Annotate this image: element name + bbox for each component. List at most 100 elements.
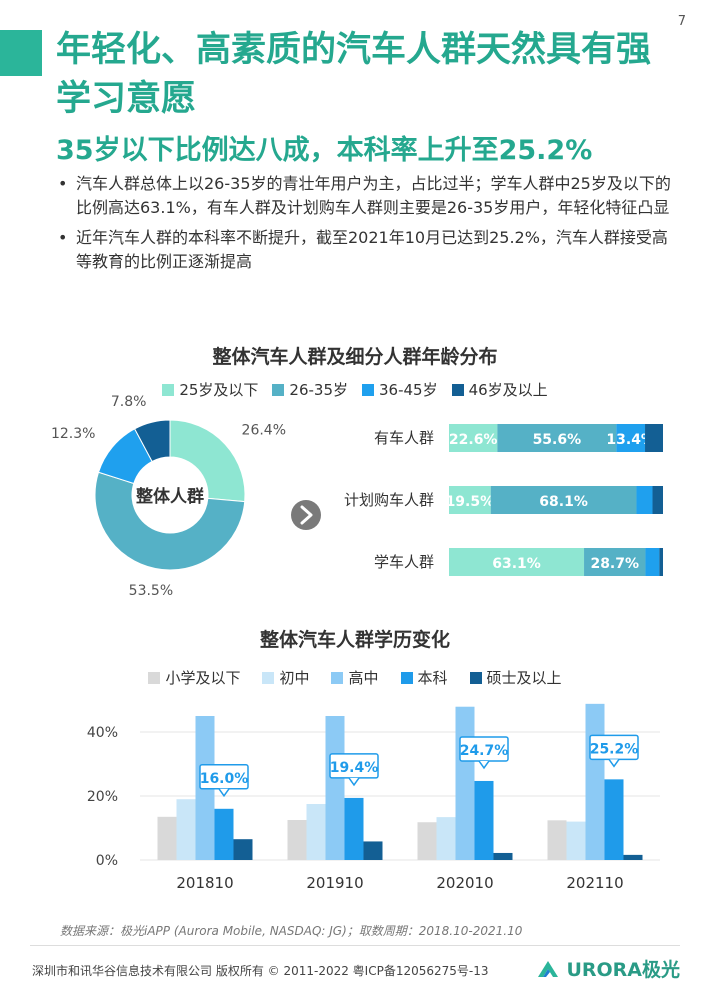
x-tick-label: 201910 — [306, 874, 363, 892]
legend-item: 初中 — [262, 667, 309, 688]
stacked-bar-segment — [449, 486, 491, 514]
legend-label: 硕士及以上 — [486, 669, 562, 687]
legend-swatch — [451, 383, 464, 396]
legend-swatch — [400, 671, 413, 684]
donut-value-label: 7.8% — [111, 395, 147, 410]
stacked-bar-segment — [636, 486, 653, 514]
legend-swatch — [262, 671, 275, 684]
segment-value-label: 68.1% — [539, 494, 588, 510]
callout-label: 25.2% — [589, 734, 639, 768]
age-distribution-chart: 26.4% 53.5% 12.3% 7.8% 整体人群 有车人群 22.6% 55.6% 13.… — [51, 395, 663, 599]
data-source: 数据来源：极光iAPP (Aurora Mobile, NASDAQ: JG)；… — [60, 924, 523, 938]
legend-label: 初中 — [279, 669, 310, 687]
bar — [585, 703, 605, 860]
legend-item: 46岁及以上 — [451, 379, 548, 400]
y-tick-label: 40% — [87, 725, 118, 741]
bar — [493, 852, 513, 860]
brand-name: URORA极光 — [566, 959, 680, 981]
legend-label: 26-35岁 — [289, 381, 348, 399]
legend-item: 25岁及以下 — [162, 379, 258, 400]
bar — [306, 804, 326, 860]
bar — [157, 816, 177, 860]
legend-label: 36-45岁 — [379, 381, 438, 399]
bar — [474, 780, 494, 860]
donut-center-label: 整体人群 — [136, 486, 204, 507]
stacked-bar-segment — [659, 548, 663, 576]
footer-divider — [30, 945, 680, 946]
bar — [547, 820, 567, 860]
callout-pointer — [478, 760, 490, 770]
bar — [344, 797, 364, 860]
bullet-list: 汽车人群总体上以26-35岁的青壮年用户为主，占比过半；学车人群中25岁及以下的… — [54, 172, 674, 280]
bar — [214, 808, 234, 860]
stacked-bar-segment — [616, 424, 646, 452]
bar — [604, 779, 624, 860]
bar — [623, 854, 643, 860]
bar — [417, 822, 437, 860]
callout-pointer — [218, 788, 230, 798]
education-legend: 小学及以下 初中 高中 本科 硕士及以上 — [0, 667, 710, 688]
donut-slice — [134, 419, 171, 463]
segment-value-label: 22.6% — [449, 432, 498, 448]
callout-label: 19.4% — [329, 753, 379, 787]
callout-label: 24.7% — [459, 736, 509, 770]
stacked-bar-segment — [449, 424, 498, 452]
legend-swatch — [272, 383, 285, 396]
bar-category-label: 计划购车人群 — [344, 491, 434, 509]
page-title: 年轻化、高素质的汽车人群天然具有强学习意愿 — [56, 30, 652, 119]
stacked-bar-segment — [645, 424, 663, 452]
legend-swatch — [331, 671, 344, 684]
bar-category-label: 有车人群 — [374, 429, 434, 447]
education-bar-chart: 0% 20% 40% 201810 16.0% 201910 19.4% 202010 24.7… — [87, 703, 660, 892]
aurora-logo-icon — [538, 960, 559, 977]
y-tick-label: 0% — [96, 853, 118, 869]
donut-value-label: 53.5% — [129, 583, 173, 599]
legend-label: 25岁及以下 — [179, 381, 259, 399]
callout-value: 25.2% — [590, 741, 639, 757]
legend-swatch — [162, 383, 175, 396]
education-chart-title: 整体汽车人群学历变化 — [259, 629, 450, 651]
y-tick-label: 20% — [87, 789, 118, 805]
legend-item: 硕士及以上 — [469, 667, 562, 688]
segment-value-label: 13.4% — [606, 432, 655, 448]
bar — [287, 820, 307, 860]
x-tick-label: 202010 — [436, 874, 493, 892]
donut-value-label: 12.3% — [51, 426, 95, 442]
donut-value-label: 26.4% — [242, 422, 286, 438]
page-subtitle: 35岁以下比例达八成，本科率上升至25.2% — [56, 135, 593, 166]
age-legend: 25岁及以下 26-35岁 36-45岁 46岁及以上 — [0, 379, 710, 400]
callout-label: 16.0% — [199, 764, 249, 798]
bar — [176, 799, 196, 860]
page-number: 7 — [677, 14, 686, 29]
legend-label: 46岁及以上 — [468, 381, 548, 399]
legend-item: 高中 — [331, 667, 379, 688]
arrow-chevron — [300, 505, 313, 525]
segment-value-label: 19.5% — [446, 494, 495, 510]
arrow-right-circle-icon — [291, 500, 321, 530]
bar — [566, 821, 586, 860]
bar — [436, 817, 456, 860]
callout-box — [589, 734, 639, 761]
legend-label: 高中 — [348, 669, 379, 687]
callout-value: 24.7% — [460, 743, 509, 759]
legend-item: 本科 — [400, 667, 448, 688]
bar — [363, 841, 383, 860]
bullet-item: 汽车人群总体上以26-35岁的青壮年用户为主，占比过半；学车人群中25岁及以下的… — [54, 172, 674, 220]
bullet-item: 近年汽车人群的本科率不断提升，截至2021年10月已达到25.2%，汽车人群接受… — [54, 226, 674, 274]
stacked-bar-segment — [584, 548, 646, 576]
legend-swatch — [362, 383, 374, 396]
donut-slice — [169, 419, 246, 503]
bar-category-label: 学车人群 — [374, 553, 434, 571]
footer-copyright: 深圳市和讯华谷信息技术有限公司 版权所有 © 2011-2022 粤ICP备12… — [32, 964, 489, 978]
callout-box — [199, 764, 249, 790]
x-tick-label: 201810 — [176, 874, 233, 892]
stacked-bar-segment — [645, 548, 660, 576]
segment-value-label: 63.1% — [492, 556, 541, 572]
donut-slice — [94, 471, 246, 571]
legend-swatch — [148, 671, 161, 684]
brand: URORA极光 — [536, 955, 680, 982]
stacked-bar-segment — [497, 424, 617, 452]
stacked-bar-segment — [652, 486, 663, 514]
title-accent-bar — [0, 30, 42, 76]
segment-value-label: 55.6% — [533, 432, 582, 448]
